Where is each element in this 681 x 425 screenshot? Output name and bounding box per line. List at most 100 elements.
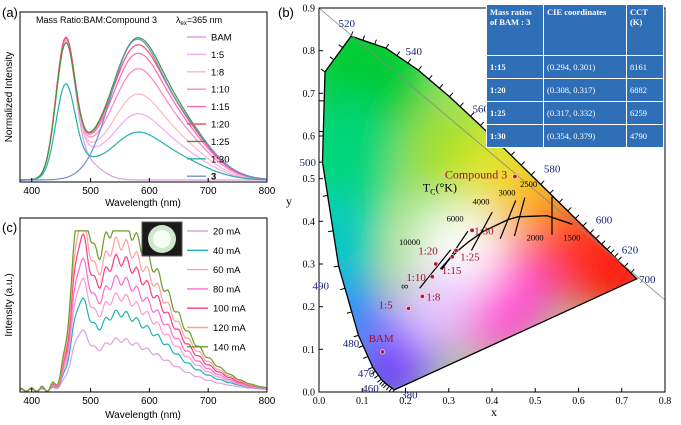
wavelength-label: 540 bbox=[406, 46, 423, 58]
locus-tick bbox=[589, 229, 595, 234]
table-cell: 4790 bbox=[626, 124, 664, 148]
cie-points: BAM 1:5 1:81:10 1:15 1:20 1:25 1:30 Compound 3 bbox=[369, 168, 518, 355]
locus-tick bbox=[346, 311, 352, 314]
cie-table: Mass ratios of BAM : 3 CIE coordinates C… bbox=[486, 4, 664, 148]
cie-point bbox=[469, 227, 475, 233]
cie-point-label: 1:20 bbox=[418, 246, 438, 258]
panel-b-ylabel: y bbox=[286, 194, 292, 208]
locus-tick bbox=[582, 222, 587, 227]
x-tick-label: 600 bbox=[141, 396, 158, 407]
locus-tick bbox=[540, 180, 545, 185]
wavelength-label: 560 bbox=[473, 104, 490, 116]
locus-tick bbox=[358, 345, 364, 349]
locus-tick bbox=[329, 56, 335, 61]
cie-diagonal-line bbox=[318, 7, 666, 301]
x-tick-label: 0.1 bbox=[356, 396, 369, 407]
series-line-1-30 bbox=[20, 82, 267, 181]
panel-a-xlabel: Wavelength (nm) bbox=[105, 198, 181, 209]
locus-tick bbox=[374, 374, 379, 379]
cct-label: 2000 bbox=[527, 233, 544, 243]
table-cell: (0.308, 0.317) bbox=[543, 78, 627, 102]
x-tick-label: 0.4 bbox=[486, 396, 499, 407]
locus-tick bbox=[575, 214, 580, 219]
cie-point bbox=[429, 274, 435, 280]
cct-label: 10000 bbox=[399, 237, 420, 247]
series-line-40-mA bbox=[20, 297, 267, 392]
locus-tick bbox=[630, 269, 635, 274]
panel-b: 0.0 0.1 0.2 0.3 0.4 0.5 0.6 0.7 0.8 0.0 0.1 0.2 0.3 0… bbox=[286, 4, 671, 420]
x-tick-label: 600 bbox=[141, 186, 158, 197]
locus-tick bbox=[567, 207, 572, 212]
panel-c-legend: 20 mA 40 mA 60 mA 80 mA 100 mA 120 mA 140 mA bbox=[187, 227, 246, 353]
panel-a-frame bbox=[19, 11, 268, 183]
led-photo bbox=[141, 221, 183, 257]
cct-label: 1500 bbox=[563, 233, 580, 243]
panel-a-title: Mass Ratio:BAM:Compound 3 bbox=[36, 15, 157, 25]
panel-a-ylabel: Normalized Intensity bbox=[4, 52, 15, 143]
series-line-1-20 bbox=[20, 36, 267, 181]
locus-tick bbox=[449, 92, 454, 97]
legend-label: 1:5 bbox=[211, 50, 224, 61]
locus-tick bbox=[333, 265, 339, 268]
x-tick-label: 500 bbox=[82, 186, 99, 197]
locus-tick bbox=[367, 366, 373, 370]
legend-label: 1:25 bbox=[211, 137, 230, 148]
table-row: 1:15 (0.294, 0.301) 8161 bbox=[486, 55, 664, 79]
locus-tick bbox=[610, 249, 615, 254]
wavelength-label: 580 bbox=[544, 163, 561, 175]
panel-c-frame bbox=[19, 217, 268, 393]
locus-tick bbox=[510, 151, 515, 156]
table-row: 1:20 (0.308, 0.317) 6882 bbox=[486, 78, 664, 102]
locus-tick bbox=[396, 51, 401, 56]
y-tick-label: 0.8 bbox=[303, 46, 316, 57]
legend-label: 1:20 bbox=[211, 120, 230, 131]
locus-tick bbox=[379, 380, 384, 385]
wavelength-labels: 380 460 470 480 490 500 520 540 560 580 600 620 700 bbox=[300, 18, 657, 401]
table-cell: (0.354, 0.379) bbox=[543, 124, 627, 148]
locus-tick bbox=[371, 370, 376, 375]
wavelength-label: 500 bbox=[300, 157, 317, 169]
locus-tick bbox=[376, 378, 382, 383]
infinity-label: ∞ bbox=[401, 282, 408, 293]
panel-c: 400 500 600 700 800 Wavelength (nm) Intensit… bbox=[4, 217, 276, 421]
isotemperature-line bbox=[513, 197, 526, 237]
locus-tick bbox=[439, 84, 444, 89]
series-line-1-15 bbox=[20, 36, 267, 181]
cie-point-label: 1:10 bbox=[406, 272, 426, 284]
locus-tick bbox=[520, 161, 525, 166]
locus-tick bbox=[322, 195, 328, 197]
isotemperature-line bbox=[499, 200, 517, 240]
locus-tick bbox=[407, 58, 412, 64]
locus-tick bbox=[328, 230, 334, 233]
x-tick-label: 0.0 bbox=[313, 396, 326, 407]
table-cell: 8161 bbox=[626, 55, 664, 79]
locus-tick bbox=[338, 44, 344, 49]
x-tick-label: 0.7 bbox=[616, 396, 629, 407]
cct-label: 2500 bbox=[520, 179, 537, 189]
locus-tick bbox=[374, 39, 377, 45]
locus-tick bbox=[363, 356, 369, 359]
x-tick-label: 400 bbox=[23, 396, 40, 407]
series-line-BAM bbox=[20, 39, 267, 181]
wavelength-label: 620 bbox=[622, 244, 639, 256]
legend-label: 100 mA bbox=[213, 304, 246, 315]
locus-tick bbox=[353, 334, 359, 338]
locus-tick bbox=[417, 66, 422, 71]
cie-point bbox=[433, 261, 439, 267]
x-tick-label: 700 bbox=[200, 396, 217, 407]
y-tick-label: 0.0 bbox=[303, 388, 316, 399]
legend-label: 1:30 bbox=[211, 154, 230, 165]
locus-tick bbox=[595, 234, 600, 240]
table-cell: (0.317, 0.332) bbox=[543, 101, 627, 125]
locus-tick bbox=[601, 240, 606, 245]
panel-a-curves bbox=[20, 36, 267, 181]
x-tick-label: 500 bbox=[82, 396, 99, 407]
cie-point bbox=[406, 305, 412, 311]
cct-label: 4000 bbox=[473, 196, 490, 206]
cie-point-label: 1:8 bbox=[426, 291, 441, 303]
cct-title: TC(°K) bbox=[423, 180, 457, 196]
cct-label: 3000 bbox=[498, 188, 515, 198]
locus-tick bbox=[385, 43, 390, 49]
locus-tick bbox=[470, 112, 475, 117]
